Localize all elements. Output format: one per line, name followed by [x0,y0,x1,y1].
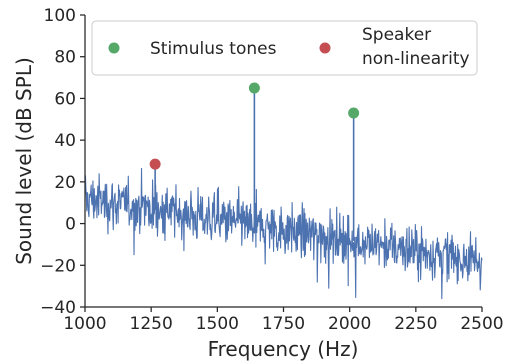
y-tick-label: 0 [65,215,76,235]
y-axis-title: Sound level (dB SPL) [12,57,36,265]
stimulus-tone-marker [248,82,260,94]
legend-marker-speaker [319,42,331,54]
y-tick-label: 20 [54,173,76,193]
y-tick-label: 40 [54,131,76,151]
y-tick-label: −40 [40,298,76,318]
x-tick-label: 2500 [460,314,503,334]
x-tick-label: 1750 [262,314,305,334]
x-tick-label: 2000 [328,314,371,334]
legend-label-speaker-line2: non-linearity [362,49,470,69]
x-tick-layer: 1000 1250 1500 1750 2000 2250 2500 [63,307,504,334]
legend-label-stimulus: Stimulus tones [150,39,277,59]
y-tick-label: 80 [54,48,76,68]
y-tick-label: 100 [44,6,76,26]
legend: Stimulus tones Speaker non-linearity [91,20,478,76]
spectrum-layer [84,167,483,300]
x-axis-title: Frequency (Hz) [208,337,359,361]
legend-label-speaker-line1: Speaker [362,25,431,45]
x-tick-label: 2250 [394,314,437,334]
y-tick-layer: −40 −20 0 20 40 60 80 100 [40,6,85,318]
nonlinearity-marker [149,158,161,170]
legend-frame [91,20,478,76]
x-tick-label: 1250 [130,314,173,334]
x-tick-label: 1000 [63,314,106,334]
stimulus-tone-marker [348,107,360,119]
noise-spectrum-line [84,167,483,300]
x-tick-label: 1500 [196,314,239,334]
y-tick-label: 60 [54,89,76,109]
stem-layer [149,82,360,241]
legend-marker-stimulus [108,42,120,54]
y-tick-label: −20 [40,256,76,276]
